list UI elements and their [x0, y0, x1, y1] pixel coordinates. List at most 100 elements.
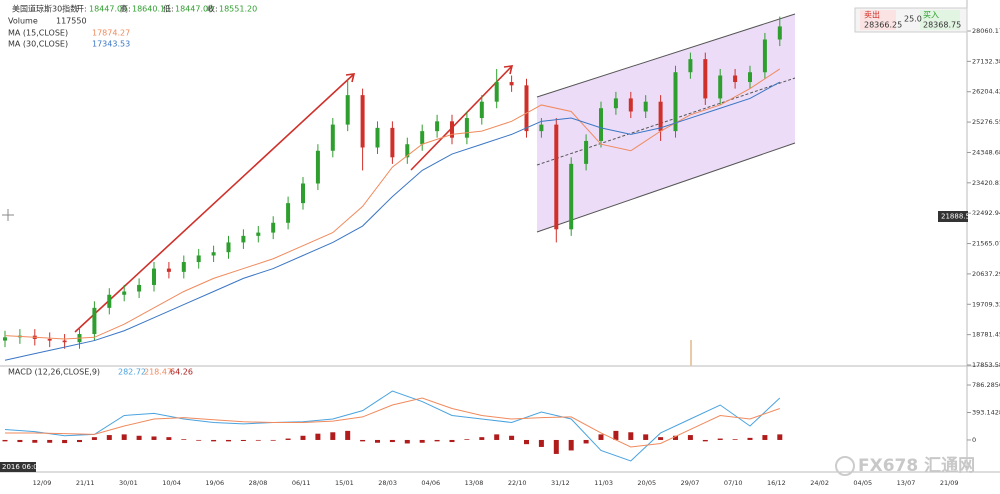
close-label: 收:	[207, 4, 218, 14]
y-tick-label: 18781.45	[972, 331, 1000, 339]
macd-histogram-bar	[598, 434, 604, 440]
arrow-head	[503, 65, 514, 75]
candle-body	[315, 150, 320, 184]
macd-histogram-bar	[2, 439, 8, 442]
candle-body	[464, 118, 469, 138]
macd-histogram-bar	[196, 439, 202, 441]
plot: 28060.17 27132.38 26204.42 25276.55 24348.68…	[2, 16, 1000, 487]
x-tick-label: 28/08	[249, 479, 268, 487]
candle-body	[599, 108, 603, 141]
y-tick-label: 17853.58	[972, 361, 1000, 369]
macd-hist-value: 64.26	[170, 368, 193, 377]
y-tick-label: 28060.17	[972, 27, 1000, 35]
macd-histogram-bar	[330, 432, 336, 440]
indicator-line	[4, 390, 781, 462]
y-tick-label: 0	[972, 436, 976, 444]
x-tick-label: 04/05	[853, 479, 872, 487]
low-label: 低:	[163, 4, 174, 14]
buy-price: 28368.75	[923, 21, 961, 30]
channel-bottom	[536, 142, 796, 233]
legend-name: MA (15,CLOSE)	[8, 29, 68, 38]
y-tick-label: 27132.38	[972, 57, 1000, 65]
spread: 25.0	[904, 15, 922, 24]
price-label-box	[938, 211, 968, 222]
x-tick-label: 07/10	[724, 479, 743, 487]
header: 美国道琼斯30指数 开: 18447.00 高: 18640.10 低: 184…	[8, 4, 257, 26]
candle-body	[196, 255, 201, 263]
macd-histogram-bar	[449, 439, 455, 443]
legend-name: MA (30,CLOSE)	[8, 40, 68, 49]
candle-body	[152, 268, 156, 285]
candle-body	[390, 127, 395, 158]
buy-button[interactable]	[920, 10, 960, 30]
candle-body	[628, 98, 633, 112]
quote-box[interactable]: 卖出 28366.25 25.0 买入 28368.75	[854, 7, 968, 33]
volume: 117550	[56, 17, 87, 26]
x-tick-label: 19/06	[205, 479, 224, 487]
candle-body	[47, 338, 52, 341]
candle-body	[450, 121, 454, 138]
x-tick-label: 06/11	[292, 479, 311, 487]
macd-histogram-bar	[538, 439, 544, 447]
candle-body	[330, 124, 335, 151]
candle-body	[673, 72, 678, 132]
macd-title: MACD (12,26,CLOSE,9)	[8, 368, 100, 377]
y-tick-label: 23420.81	[972, 179, 1000, 187]
x-tick-label: 13/08	[465, 479, 484, 487]
sell-label: 卖出	[864, 10, 880, 20]
watermark: FX678 汇通网	[858, 456, 975, 476]
buy-label: 买入	[923, 11, 939, 20]
macd-histogram-bar	[62, 439, 68, 444]
sell-button[interactable]	[860, 10, 896, 30]
candle-body	[375, 127, 380, 148]
y-tick-label: 25276.55	[972, 118, 1000, 126]
macd-histogram-bar	[136, 435, 142, 440]
macd-histogram-bar	[747, 437, 753, 440]
x-tick-label: 29/07	[681, 479, 700, 487]
macd-histogram-bar	[658, 437, 664, 440]
macd-histogram-bar	[300, 435, 306, 440]
x-tick-label: 04/06	[421, 479, 440, 487]
candle-body	[241, 235, 246, 243]
candle-body	[345, 95, 350, 125]
corner-box	[0, 462, 36, 472]
candle-body	[301, 183, 305, 204]
indicator-line	[4, 81, 781, 361]
macd-histogram-bar	[32, 439, 38, 443]
arrow-head	[345, 73, 356, 83]
close: 18551.20	[219, 5, 257, 14]
x-tick-label: 20/05	[637, 479, 656, 487]
macd-histogram-bar	[643, 434, 649, 440]
open: 18447.00	[89, 5, 127, 14]
candle-body	[256, 232, 261, 236]
macd-histogram-bar	[479, 437, 485, 440]
candle-body	[137, 284, 142, 292]
macd-histogram-bar	[226, 439, 231, 442]
price-label: 21888.58	[941, 213, 974, 221]
candle-body	[584, 140, 589, 164]
candle-body	[703, 59, 708, 99]
macd-histogram-bar	[553, 439, 559, 454]
macd-histogram-bar	[494, 434, 500, 440]
x-tick-label: 21/11	[76, 479, 95, 487]
y-tick-label: 26204.42	[972, 88, 1000, 96]
low: 18447.00	[175, 5, 213, 14]
macd-histogram-bar	[673, 435, 678, 440]
channel-mid	[536, 77, 796, 166]
indicator-line	[4, 68, 781, 340]
macd-histogram-bar	[360, 439, 366, 442]
legend-value: 17343.53	[92, 40, 130, 49]
candle-body	[494, 82, 499, 102]
macd-histogram-bar	[717, 438, 723, 440]
candle-body	[524, 85, 529, 132]
macd-histogram-bar	[762, 435, 768, 440]
macd-histogram-bar	[583, 439, 589, 444]
macd-histogram-bar	[375, 439, 380, 443]
candle-body	[539, 124, 544, 132]
candle-body	[688, 59, 693, 73]
candle-body	[226, 242, 231, 253]
macd-histogram-bar	[464, 439, 470, 440]
macd-histogram-bar	[389, 439, 395, 443]
candle-body	[762, 39, 767, 73]
